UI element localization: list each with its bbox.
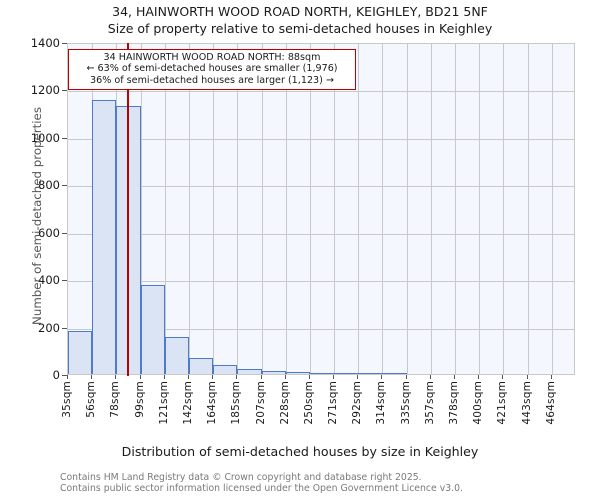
y-axis-title: Number of semi-detached properties [30,107,44,325]
histogram-bar [382,372,407,374]
x-axis-tick-mark [357,375,359,379]
gridline-horizontal [68,138,574,140]
property-marker-line [126,43,129,376]
x-axis-tick-label: 142sqm [181,381,194,425]
gridline-vertical [286,44,287,374]
gridline-vertical [358,44,359,374]
x-axis-tick-mark [260,375,262,379]
x-axis-tick-mark [478,375,480,379]
x-axis-tick-label: 292sqm [351,381,364,425]
x-axis-tick-mark [139,375,141,379]
gridline-vertical [407,44,408,374]
gridline-vertical [165,44,166,374]
gridline-vertical [455,44,456,374]
x-axis-tick-label: 314sqm [375,381,388,425]
x-axis-tick-mark [550,375,552,379]
histogram-bar [286,371,310,374]
x-axis-tick-label: 464sqm [544,381,557,425]
gridline-vertical [213,44,214,374]
x-axis-tick-label: 56sqm [85,381,98,418]
x-axis-tick-label: 271sqm [327,381,340,425]
x-axis-tick-mark [236,375,238,379]
histogram-bar [310,372,334,374]
x-axis-tick-label: 250sqm [302,381,315,425]
x-axis-tick-mark [284,375,286,379]
x-axis-tick-label: 164sqm [206,381,219,425]
annotation-line-smaller: ← 63% of semi-detached houses are smalle… [86,63,338,75]
gridline-vertical [334,44,335,374]
gridline-vertical [310,44,311,374]
histogram-bar [334,372,358,374]
gridline-horizontal [68,233,574,235]
histogram-bar [92,100,116,374]
plot-area [67,43,575,376]
footer-line-1: Contains HM Land Registry data © Crown c… [60,472,422,483]
x-axis-tick-mark [526,375,528,379]
x-axis-tick-label: 421sqm [496,381,509,425]
x-axis-tick-mark [405,375,407,379]
histogram-bar [189,357,213,374]
x-axis-tick-mark [454,375,456,379]
x-axis-tick-mark [163,375,165,379]
x-axis-tick-mark [67,375,68,379]
gridline-vertical [431,44,432,374]
annotation-line-property: 34 HAINWORTH WOOD ROAD NORTH: 88sqm [103,52,321,63]
annotation-line-larger: 36% of semi-detached houses are larger (… [90,74,334,86]
x-axis-tick-mark [333,375,335,379]
histogram-bar [141,285,165,374]
gridline-vertical [479,44,480,374]
x-axis-tick-mark [381,375,383,379]
x-axis-tick-mark [502,375,504,379]
histogram-bar [68,331,92,374]
property-annotation-box: 34 HAINWORTH WOOD ROAD NORTH: 88sqm ← 63… [68,49,356,90]
chart-title-secondary: Size of property relative to semi-detach… [107,21,493,36]
gridline-vertical [237,44,238,374]
x-axis-tick-mark [308,375,310,379]
x-axis-tick-label: 335sqm [399,381,412,425]
x-axis-tick-mark [429,375,431,379]
x-axis-title: Distribution of semi-detached houses by … [121,444,479,459]
gridline-vertical [382,44,383,374]
x-axis-tick-mark [91,375,93,379]
x-axis-tick-mark [212,375,214,379]
histogram-bar [237,368,262,374]
x-axis-tick-mark [115,375,117,379]
x-axis-tick-label: 78sqm [109,381,122,418]
gridline-horizontal [68,91,574,93]
gridline-vertical [262,44,263,374]
x-axis-tick-label: 228sqm [278,381,291,425]
x-axis-tick-mark [187,375,189,379]
histogram-bar [165,337,189,374]
gridline-vertical [552,44,553,374]
x-axis-tick-label: 185sqm [230,381,243,425]
x-axis-tick-label: 400sqm [472,381,485,425]
x-axis-tick-label: 443sqm [520,381,533,425]
histogram-bar [262,371,286,374]
footer-attribution: Contains HM Land Registry data © Crown c… [60,472,580,494]
chart-title-block: 34, HAINWORTH WOOD ROAD NORTH, KEIGHLEY,… [0,4,600,37]
x-axis-tick-label: 357sqm [423,381,436,425]
histogram-bar [213,364,237,374]
gridline-horizontal [68,281,574,283]
gridline-vertical [189,44,190,374]
gridline-vertical [528,44,529,374]
gridline-horizontal [68,328,574,330]
gridline-vertical [503,44,504,374]
gridline-vertical [141,44,142,374]
footer-line-2: Contains public sector information licen… [60,483,463,494]
x-axis-tick-label: 378sqm [448,381,461,425]
chart-title-primary: 34, HAINWORTH WOOD ROAD NORTH, KEIGHLEY,… [112,4,488,19]
x-axis-tick-label: 121sqm [157,381,170,425]
gridline-horizontal [68,186,574,188]
x-axis-tick-label: 207sqm [254,381,267,425]
histogram-bar [358,372,382,374]
x-axis-tick-label: 99sqm [133,381,146,418]
x-axis-tick-label: 35sqm [61,381,73,418]
